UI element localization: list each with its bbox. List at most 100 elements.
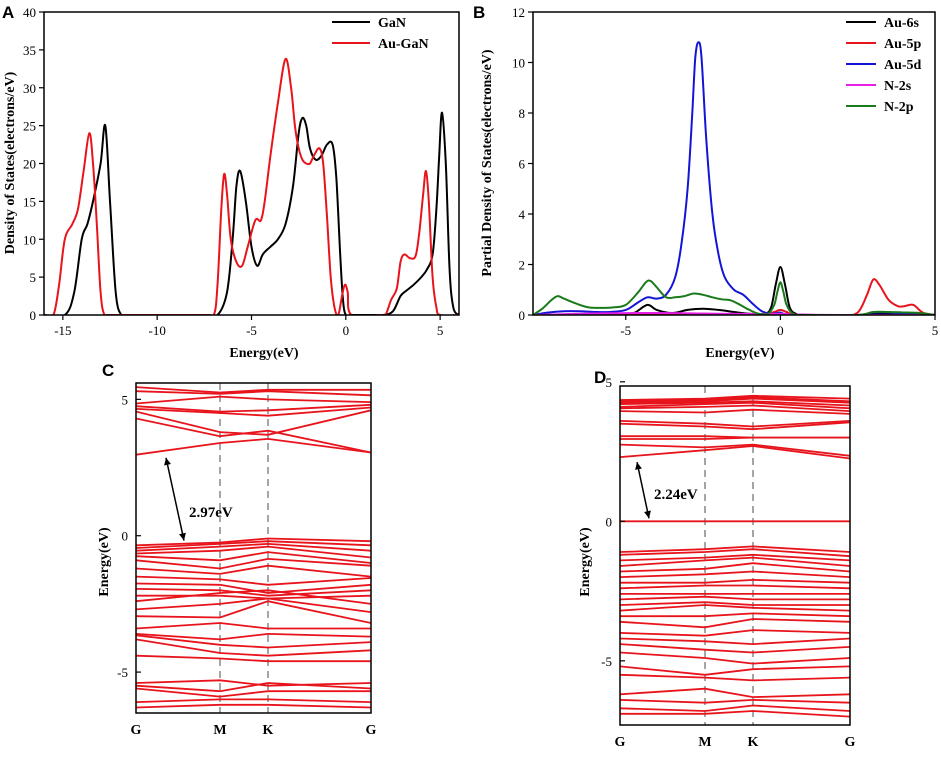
panel-b-series-au-5p — [533, 278, 935, 315]
panel-d-band — [620, 698, 850, 704]
panel-c-gap-label: 2.97eV — [189, 505, 233, 521]
panel-a-frame — [43, 11, 460, 316]
panel-d-band — [620, 562, 850, 573]
panel-b-legend-label: Au-5p — [884, 37, 922, 52]
panel-d-kpoint-label: G — [845, 735, 856, 750]
panel-b-xtick-label: -5 — [620, 323, 631, 338]
panel-d-band — [620, 394, 850, 401]
panel-c-band — [136, 589, 371, 605]
panel-d-gap-arrow-shaft — [636, 461, 650, 519]
panel-letter-d: D — [594, 368, 606, 387]
panel-d-band — [620, 604, 850, 612]
panel-d-band — [620, 651, 850, 665]
panel-d-band — [620, 404, 850, 412]
panel-a-ytick-label: 25 — [23, 119, 36, 134]
panel-c-band — [136, 537, 371, 547]
panel-d-frame — [619, 385, 851, 726]
panel-d-band — [620, 445, 850, 460]
panel-c-band — [136, 540, 371, 549]
panel-d-band — [620, 436, 850, 440]
panel-c-band — [136, 417, 371, 454]
panel-d-band — [620, 710, 850, 718]
panel-c-band — [136, 622, 371, 630]
panel-b-ytick-label: 8 — [519, 106, 526, 121]
panel-a-ytick-label: 40 — [23, 5, 36, 20]
panel-b-ytick-label: 0 — [519, 308, 526, 323]
panel-letter-c: C — [102, 361, 114, 380]
panel-letter-a: A — [2, 3, 14, 22]
panel-a-ytick-label: 10 — [23, 232, 36, 247]
panel-c-ytick-label: 0 — [122, 529, 129, 544]
panel-d-band — [620, 612, 850, 618]
panel-d-kpoint-label: M — [698, 735, 711, 750]
panel-b-legend-label: Au-5d — [884, 58, 922, 73]
panel-c-ytick-label: -5 — [117, 665, 128, 680]
panel-a-xtick-label: -10 — [149, 323, 166, 338]
panel-d-band — [620, 584, 850, 590]
panel-c-ytick-label: 5 — [122, 392, 129, 407]
panel-c-band — [136, 386, 371, 394]
panel-b-legend-label: Au-6s — [884, 16, 920, 31]
panel-d-band — [620, 595, 850, 601]
panel-c-band — [136, 632, 371, 641]
panel-c-band — [136, 564, 371, 578]
panel-a-legend-label: GaN — [378, 16, 406, 31]
panel-c-band — [136, 698, 371, 703]
panel-d-ytick-label: 5 — [606, 375, 613, 390]
panel-b-series-n-2p — [533, 279, 935, 315]
panel-a-ylabel: Density of States(electrons/eV) — [3, 71, 18, 254]
panel-c-band — [136, 679, 371, 687]
panel-c-kpoint-label: G — [366, 723, 377, 738]
panel-b-xtick-label: 5 — [932, 323, 939, 338]
panel-d-band — [620, 401, 850, 410]
panel-b-ytick-label: 4 — [519, 207, 526, 222]
panel-d-gap-label: 2.24eV — [654, 487, 698, 503]
panel-c-band — [136, 682, 371, 693]
panel-d-band — [620, 601, 850, 606]
panel-b-ytick-label: 12 — [512, 5, 525, 20]
panel-d-band — [620, 545, 850, 553]
panel-d-ytick-label: 0 — [606, 514, 613, 529]
panel-d-band — [620, 643, 850, 654]
panel-d-band — [620, 408, 850, 415]
panel-c-band — [136, 634, 371, 649]
panel-a-ytick-label: 30 — [23, 81, 36, 96]
panel-d-band — [620, 665, 850, 676]
panel-d-gap-arrow — [635, 461, 651, 519]
panel-c-kpoint-label: M — [213, 723, 226, 738]
panel-b-xlabel: Energy(eV) — [705, 346, 775, 361]
panel-c-band — [136, 409, 371, 436]
panel-c-band — [136, 542, 371, 552]
panel-c-band — [136, 687, 371, 698]
panel-d-band — [620, 443, 850, 457]
panel-d-band — [620, 704, 850, 712]
panel-c-band — [136, 588, 371, 597]
panel-d-band — [620, 420, 850, 428]
panel-b-legend-label: N-2p — [884, 100, 914, 115]
panel-a-ytick-label: 5 — [30, 270, 37, 285]
panel-a-ytick-label: 15 — [23, 194, 36, 209]
panel-c-band — [136, 654, 371, 663]
panel-d-kpoint-label: K — [748, 735, 759, 750]
panel-a-ytick-label: 20 — [23, 157, 36, 172]
panel-b-series-au-5d — [533, 41, 935, 315]
panel-c-gap-arrow-head — [164, 457, 171, 466]
panel-a-xtick-label: -15 — [54, 323, 71, 338]
panel-c-kpoint-label: K — [263, 723, 274, 738]
panel-c-band — [136, 395, 371, 405]
panel-d-ytick-label: -5 — [601, 654, 612, 669]
panel-d-gap-arrow-head — [644, 510, 651, 519]
panel-c-band — [136, 390, 371, 397]
panel-d-band — [620, 578, 850, 584]
panel-c-gap-arrow-head — [179, 532, 186, 541]
panel-a-xtick-label: -5 — [246, 323, 257, 338]
panel-a-xtick-label: 5 — [437, 323, 444, 338]
panel-c-band — [136, 545, 371, 559]
panel-c-band — [136, 406, 371, 417]
panel-d-band — [620, 421, 850, 431]
panel-c-band — [136, 403, 371, 413]
panel-b-ytick-label: 10 — [512, 56, 525, 71]
panel-a-xlabel: Energy(eV) — [229, 346, 299, 361]
panel-d-band — [620, 556, 850, 567]
